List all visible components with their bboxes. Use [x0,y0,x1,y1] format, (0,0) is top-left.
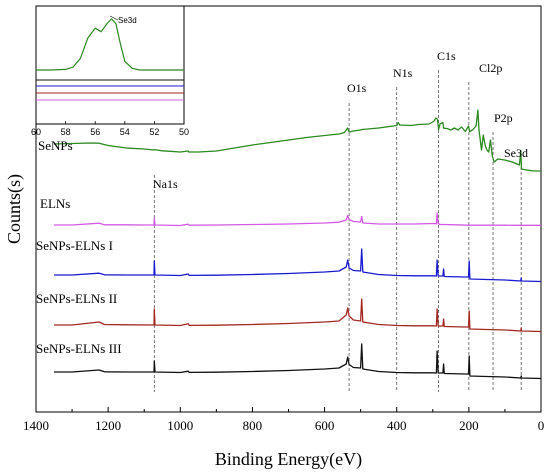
peak-label-cl2p: Cl2p [479,61,502,75]
series-labels: SeNPs ELNs SeNPs-ELNs I SeNPs-ELNs II SeNPs-… [36,138,122,356]
series-label-senps-elns-iii: SeNPs-ELNs III [36,341,122,356]
series-line-senps-elns-iii [54,343,542,380]
x-tick-label-1200: 1200 [95,418,121,433]
series-label-senps: SeNPs [38,138,73,153]
peak-label-n1s: N1s [393,66,413,80]
inset-tick-label-58: 58 [61,127,71,137]
series-label-senps-elns-i: SeNPs-ELNs I [36,238,113,253]
inset-tick-label-50: 50 [179,127,189,137]
inset-tick-label-60: 60 [31,127,41,137]
series-line-elns [54,212,541,227]
inset-tick-label-54: 54 [120,127,130,137]
series-label-senps-elns-ii: SeNPs-ELNs II [36,291,117,306]
x-tick-label-1000: 1000 [167,418,193,433]
x-tick-label-600: 600 [315,418,335,433]
inset-peak-line [36,18,184,71]
peak-label-na1s: Na1s [153,177,178,191]
inset-tick-label-52: 52 [149,127,159,137]
peak-guide-lines [153,70,522,392]
peak-labels: Na1s O1s N1s C1s Cl2p P2p Se3d [153,49,528,191]
y-axis-label: Counts(s) [4,174,25,244]
inset-annotation-leader [109,15,119,21]
inset-x-ticks: 60 58 56 54 52 50 [31,121,189,137]
inset-flat-lines [36,79,184,101]
series-line-senps-elns-i [54,248,542,283]
x-axis-ticks: 1400 1200 1000 800 600 400 200 0 [23,407,544,433]
series-line-senps [53,109,541,172]
peak-label-p2p: P2p [494,111,513,125]
peak-label-o1s: O1s [347,81,367,95]
series-group [53,109,542,380]
x-tick-label-800: 800 [243,418,263,433]
series-line-senps-elns-ii [54,298,542,333]
inset-tick-label-56: 56 [90,127,100,137]
inset-frame [35,5,185,125]
peak-label-se3d: Se3d [504,146,528,160]
x-tick-label-1400: 1400 [23,418,49,433]
series-label-elns: ELNs [40,196,70,211]
x-tick-label-200: 200 [459,418,479,433]
x-tick-label-400: 400 [387,418,407,433]
peak-label-c1s: C1s [437,49,456,63]
inset-plot: 60 58 56 54 52 50 Se3d [31,5,189,137]
inset-peak [36,18,184,71]
inset-annotation-se3d: Se3d [118,16,137,25]
x-tick-label-0: 0 [538,418,545,433]
x-axis-label: Binding Energy(eV) [215,449,362,470]
